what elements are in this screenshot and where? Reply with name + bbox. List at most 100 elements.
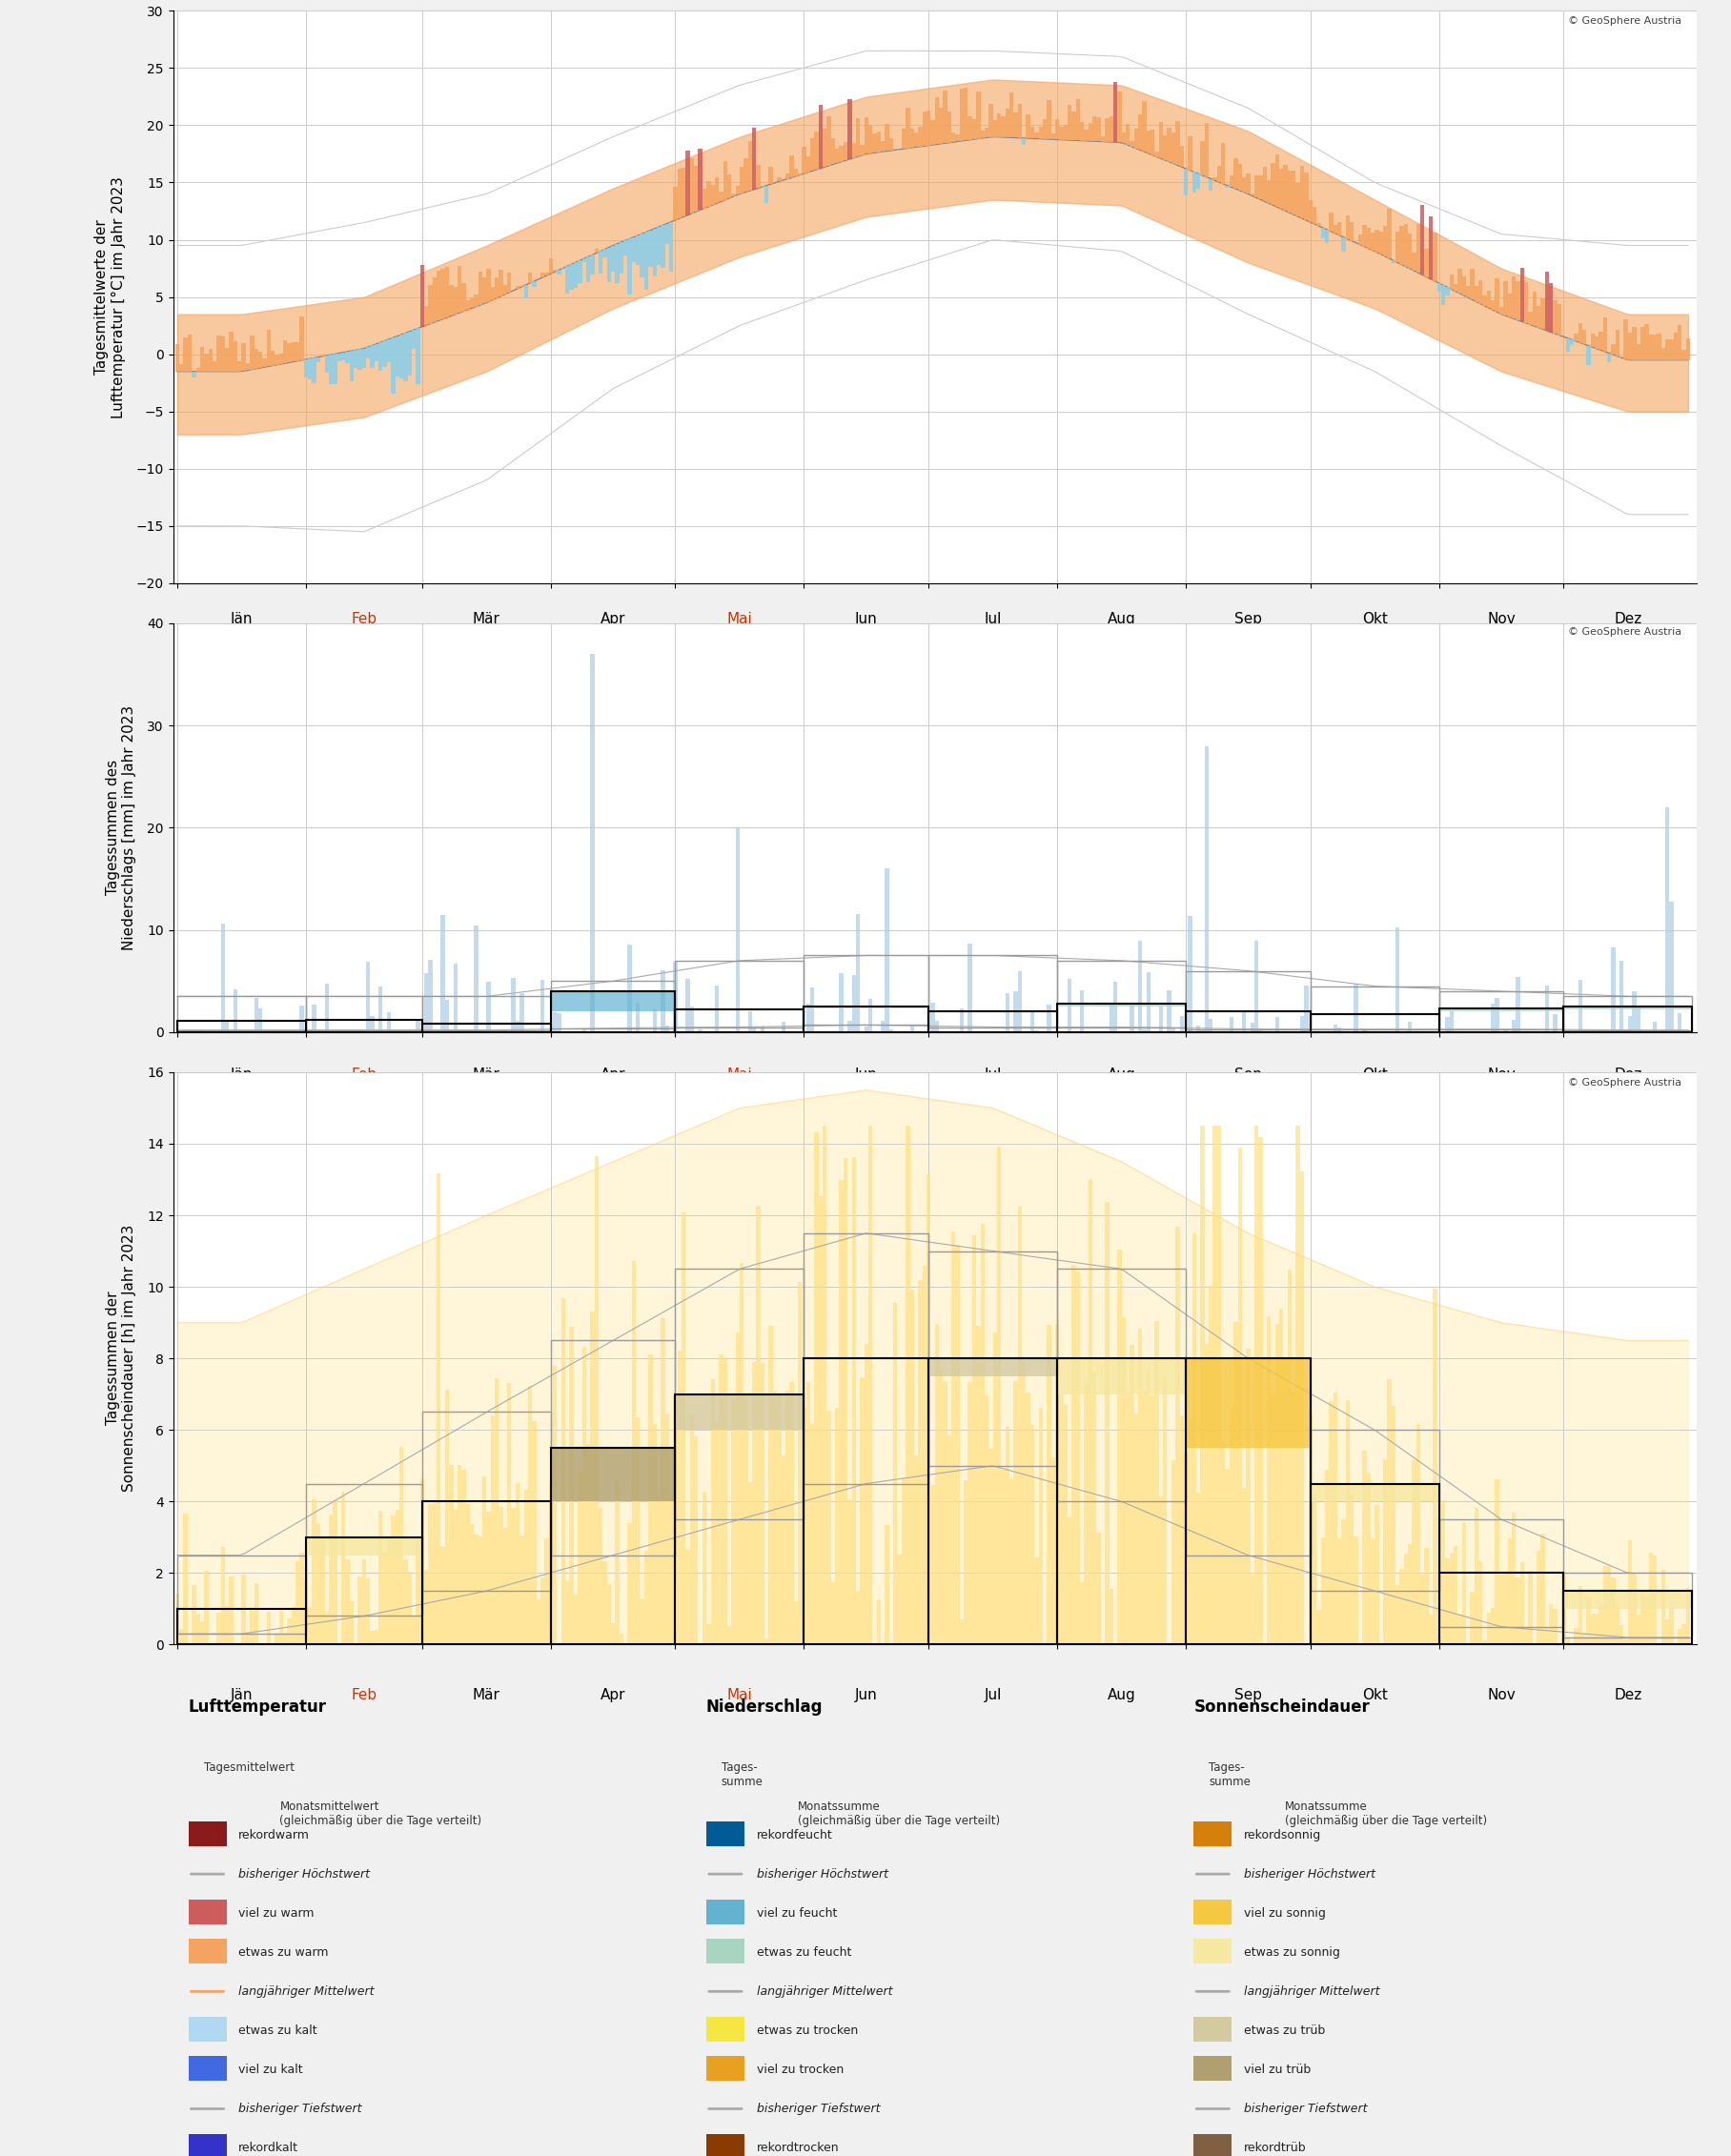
Bar — [1125, 123, 1130, 144]
Bar — [931, 1485, 935, 1645]
Bar — [1229, 1408, 1234, 1645]
Bar — [1490, 1005, 1496, 1033]
Bar — [801, 1408, 807, 1645]
Bar — [1267, 1317, 1271, 1645]
Bar — [370, 1630, 374, 1645]
Bar — [1172, 134, 1175, 164]
Bar — [279, 354, 284, 364]
Bar — [454, 287, 457, 315]
Bar — [1276, 1324, 1279, 1645]
Text: Monatssumme
(gleichmäßig über die Tage verteilt): Monatssumme (gleichmäßig über die Tage v… — [1284, 1800, 1487, 1826]
Text: Nov: Nov — [1487, 612, 1515, 625]
Text: bisheriger Tiefstwert: bisheriger Tiefstwert — [239, 2102, 362, 2115]
Bar — [968, 1382, 973, 1645]
Text: Aug: Aug — [1108, 1688, 1136, 1701]
Bar — [528, 272, 531, 282]
Bar — [786, 1391, 789, 1645]
Bar — [370, 1015, 374, 1033]
Bar — [1565, 338, 1570, 351]
Bar — [1662, 1570, 1665, 1645]
Bar — [765, 1639, 769, 1645]
Bar — [1194, 1938, 1232, 1964]
Bar — [590, 1313, 594, 1645]
Bar — [1241, 177, 1246, 192]
Bar — [225, 1022, 228, 1033]
Bar — [793, 168, 798, 177]
Bar — [332, 1501, 338, 1645]
Bar — [644, 1550, 649, 1645]
Bar — [635, 235, 640, 265]
Bar — [1686, 1587, 1689, 1645]
Bar — [706, 181, 711, 207]
Bar — [706, 1899, 744, 1925]
Text: langjähriger Mittelwert: langjähriger Mittelwert — [756, 1986, 893, 1999]
Bar — [1194, 2134, 1232, 2156]
Bar — [931, 121, 935, 144]
Bar — [1354, 1537, 1359, 1645]
Bar — [670, 222, 673, 272]
Bar — [814, 1132, 819, 1645]
Bar — [665, 1414, 670, 1645]
Bar — [582, 1031, 587, 1033]
Bar — [632, 237, 635, 261]
Bar — [1193, 1233, 1196, 1645]
Bar — [819, 1197, 822, 1645]
Text: Tagesmittelwert: Tagesmittelwert — [204, 1761, 294, 1774]
Bar — [466, 1505, 469, 1645]
Bar — [1258, 175, 1262, 201]
Bar — [1496, 278, 1499, 313]
Bar — [422, 1024, 550, 1033]
Bar — [433, 1503, 436, 1645]
Bar — [777, 177, 781, 181]
Bar — [550, 992, 675, 1011]
Text: etwas zu feucht: etwas zu feucht — [756, 1947, 852, 1958]
Bar — [691, 1414, 694, 1645]
Bar — [599, 1507, 602, 1645]
Text: Tages-
summe: Tages- summe — [1208, 1761, 1252, 1787]
Bar — [582, 1348, 587, 1645]
Bar — [1387, 209, 1392, 259]
Bar — [1208, 1285, 1213, 1645]
Bar — [365, 347, 370, 358]
Bar — [365, 1578, 370, 1645]
Bar — [748, 1481, 751, 1645]
Text: Jul: Jul — [985, 1688, 1002, 1701]
Bar — [504, 1529, 507, 1645]
Bar — [1508, 293, 1511, 317]
Bar — [1416, 224, 1421, 274]
Bar — [1338, 1028, 1342, 1033]
Bar — [1677, 1013, 1683, 1033]
Bar — [1297, 183, 1300, 216]
Bar — [675, 962, 803, 1026]
Bar — [1258, 1028, 1262, 1033]
Bar — [1537, 1550, 1541, 1645]
Bar — [1573, 1628, 1579, 1645]
Bar — [855, 1591, 860, 1645]
Bar — [1428, 1615, 1433, 1645]
Bar — [1532, 291, 1537, 326]
Bar — [1657, 334, 1662, 360]
Bar — [1258, 1136, 1262, 1645]
Bar — [1350, 222, 1354, 241]
Bar — [1677, 1628, 1683, 1645]
Bar — [1362, 1451, 1366, 1645]
Bar — [1445, 287, 1449, 295]
Text: bisheriger Höchstwert: bisheriger Höchstwert — [756, 1867, 888, 1880]
Bar — [1310, 985, 1438, 1028]
Bar — [1255, 175, 1258, 198]
Bar — [1669, 338, 1674, 360]
Bar — [675, 1009, 803, 1033]
Bar — [379, 343, 383, 371]
Bar — [1463, 276, 1466, 295]
Bar — [528, 1386, 531, 1645]
Bar — [1400, 226, 1404, 265]
Bar — [1641, 1591, 1644, 1645]
Bar — [706, 1938, 744, 1964]
Bar — [407, 332, 412, 375]
Text: viel zu trüb: viel zu trüb — [1245, 2063, 1310, 2076]
Bar — [1624, 1639, 1627, 1645]
Bar — [228, 332, 234, 371]
Bar — [1125, 1393, 1130, 1645]
Bar — [1345, 1399, 1350, 1645]
Bar — [1648, 1552, 1653, 1645]
